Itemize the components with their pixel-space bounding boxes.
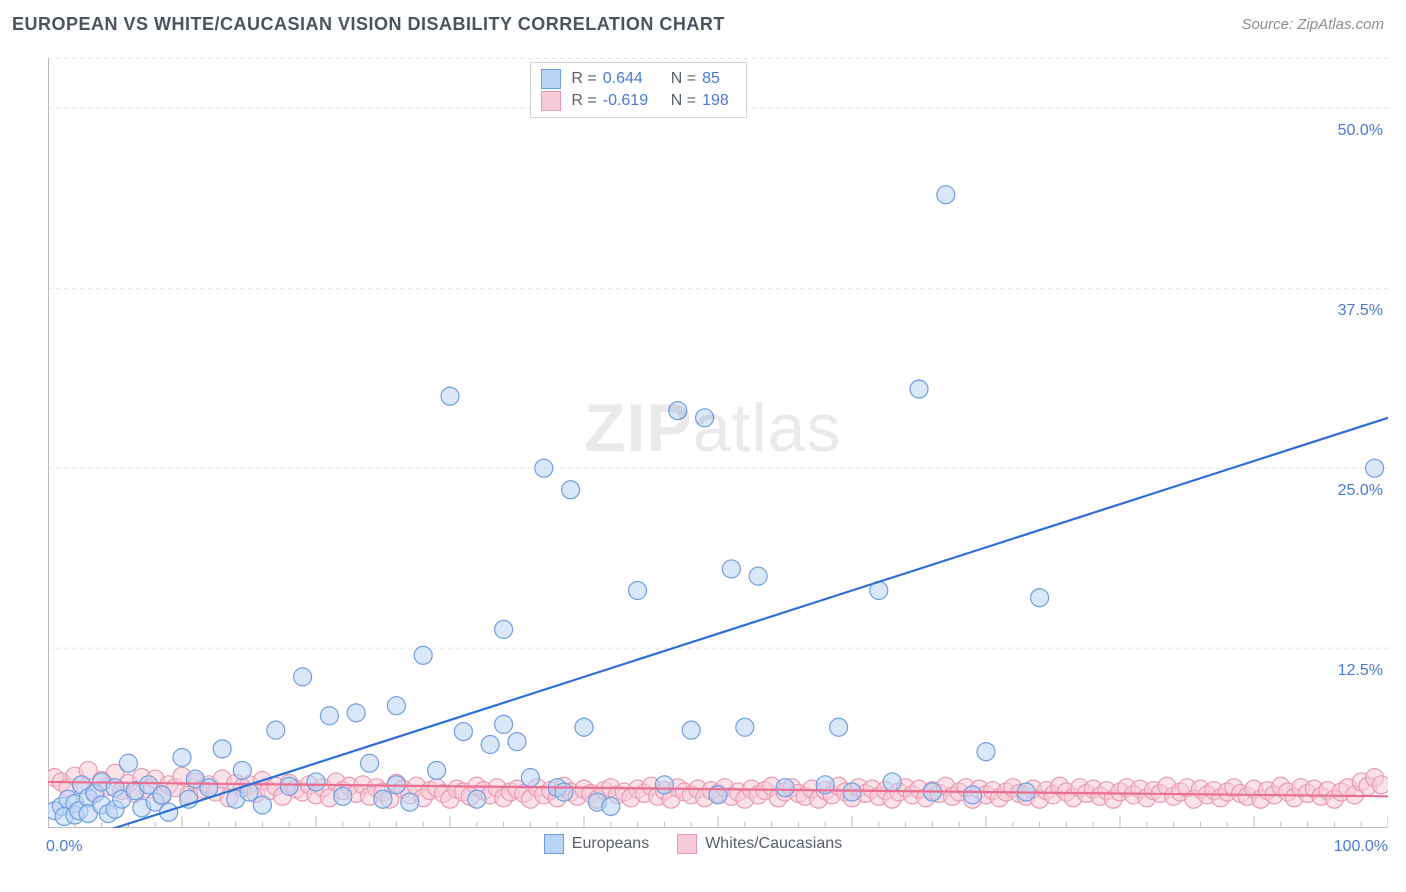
scatter-plot bbox=[48, 58, 1388, 828]
r-value: -0.619 bbox=[603, 92, 653, 110]
x-tick-label: 100.0% bbox=[1333, 838, 1388, 856]
r-value: 0.644 bbox=[603, 70, 653, 88]
correlation-legend: R = 0.644 N = 85 R = -0.619 N = 198 bbox=[530, 62, 747, 118]
legend-item-whites: Whites/Caucasians bbox=[677, 834, 842, 854]
r-label: R = bbox=[571, 92, 596, 110]
legend-item-europeans: Europeans bbox=[544, 834, 649, 854]
legend-label: Europeans bbox=[572, 835, 649, 853]
legend-swatch bbox=[544, 834, 564, 854]
chart-title: EUROPEAN VS WHITE/CAUCASIAN VISION DISAB… bbox=[12, 14, 725, 35]
n-value: 198 bbox=[702, 92, 732, 110]
n-value: 85 bbox=[702, 70, 732, 88]
stats-swatch bbox=[541, 69, 561, 89]
legend-label: Whites/Caucasians bbox=[705, 835, 842, 853]
x-tick-label: 0.0% bbox=[46, 838, 82, 856]
y-tick-label: 25.0% bbox=[1328, 482, 1383, 500]
stats-swatch bbox=[541, 91, 561, 111]
stats-row-europeans: R = 0.644 N = 85 bbox=[541, 69, 732, 89]
y-tick-label: 50.0% bbox=[1328, 122, 1383, 140]
chart-container: EUROPEAN VS WHITE/CAUCASIAN VISION DISAB… bbox=[0, 0, 1406, 892]
y-tick-label: 37.5% bbox=[1328, 302, 1383, 320]
n-label: N = bbox=[671, 92, 696, 110]
stats-row-whites: R = -0.619 N = 198 bbox=[541, 91, 732, 111]
series-legend: Europeans Whites/Caucasians bbox=[544, 834, 842, 854]
y-tick-label: 12.5% bbox=[1328, 662, 1383, 680]
n-label: N = bbox=[671, 70, 696, 88]
r-label: R = bbox=[571, 70, 596, 88]
legend-swatch bbox=[677, 834, 697, 854]
source-attribution: Source: ZipAtlas.com bbox=[1241, 16, 1384, 33]
